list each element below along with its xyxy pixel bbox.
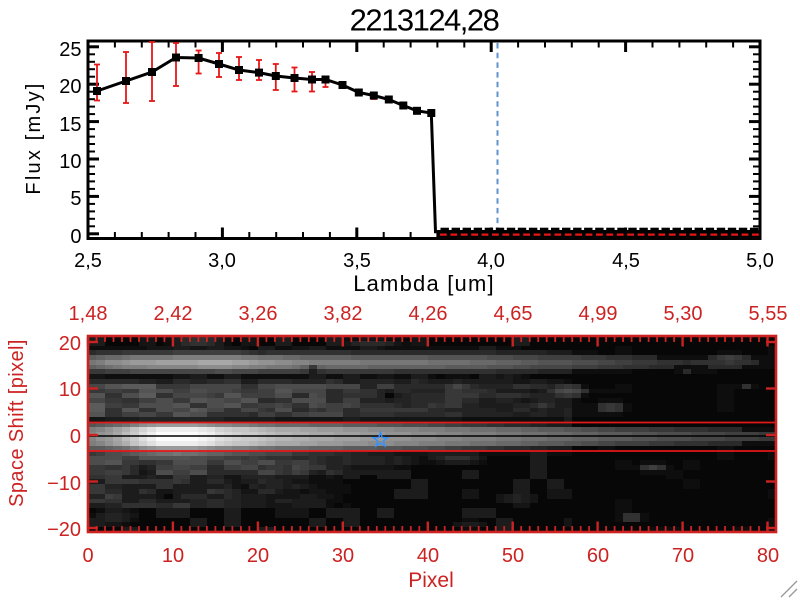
- svg-text:4,65: 4,65: [494, 303, 533, 325]
- svg-text:Pixel: Pixel: [408, 569, 454, 592]
- svg-text:Flux [mJy]: Flux [mJy]: [23, 81, 45, 194]
- svg-text:−20: −20: [47, 519, 81, 541]
- svg-text:0: 0: [82, 545, 93, 567]
- svg-text:3,5: 3,5: [343, 250, 371, 272]
- svg-text:80: 80: [757, 545, 779, 567]
- svg-text:Space Shift [pixel]: Space Shift [pixel]: [6, 339, 28, 507]
- svg-text:25: 25: [59, 39, 81, 61]
- svg-text:5,55: 5,55: [749, 303, 788, 325]
- svg-text:−10: −10: [47, 473, 81, 495]
- svg-text:10: 10: [162, 545, 184, 567]
- svg-text:0: 0: [70, 426, 81, 448]
- svg-text:1,48: 1,48: [69, 303, 108, 325]
- svg-text:2213124,28: 2213124,28: [350, 3, 499, 38]
- svg-text:0: 0: [70, 226, 81, 248]
- svg-text:50: 50: [502, 545, 524, 567]
- svg-text:4,26: 4,26: [409, 303, 448, 325]
- svg-text:4,5: 4,5: [612, 250, 640, 272]
- svg-text:15: 15: [59, 114, 81, 136]
- svg-text:2,42: 2,42: [154, 303, 193, 325]
- svg-text:40: 40: [417, 545, 439, 567]
- svg-text:70: 70: [672, 545, 694, 567]
- svg-text:20: 20: [59, 76, 81, 98]
- svg-text:10: 10: [59, 379, 81, 401]
- svg-text:5: 5: [70, 188, 81, 210]
- svg-text:3,0: 3,0: [208, 250, 236, 272]
- svg-text:20: 20: [59, 333, 81, 355]
- svg-text:4,99: 4,99: [579, 303, 618, 325]
- svg-text:5,0: 5,0: [746, 250, 774, 272]
- svg-text:10: 10: [59, 151, 81, 173]
- svg-text:20: 20: [247, 545, 269, 567]
- svg-text:60: 60: [587, 545, 609, 567]
- svg-text:2,5: 2,5: [74, 250, 102, 272]
- svg-text:3,26: 3,26: [239, 303, 278, 325]
- svg-text:4,0: 4,0: [477, 250, 505, 272]
- svg-text:5,30: 5,30: [664, 303, 703, 325]
- svg-text:30: 30: [332, 545, 354, 567]
- svg-text:Lambda [um]: Lambda [um]: [353, 271, 495, 296]
- svg-text:3,82: 3,82: [324, 303, 363, 325]
